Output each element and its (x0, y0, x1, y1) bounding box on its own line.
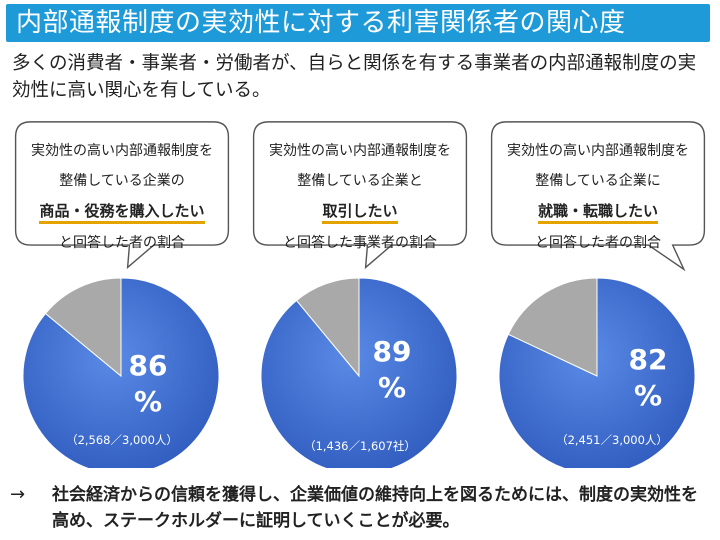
pie-chart (498, 277, 696, 468)
pie-slice-other (295, 277, 360, 378)
survey-card-consumers: 実効性の高い内部通報制度を 整備している企業の 商品・役務を購入したい と回答し… (6, 120, 238, 468)
percent-sign: % (377, 371, 407, 404)
bubble-line-4: と回答した者の割合 (59, 235, 185, 251)
speech-bubble (14, 121, 230, 270)
percent-number: 82 (628, 343, 668, 376)
percent-number: 89 (372, 335, 412, 368)
bubble-line-1: 実効性の高い内部通報制度を (31, 143, 213, 159)
highlight-text: 商品・役務を購入したい (39, 202, 205, 224)
bubble-line-2: 整備している企業に (535, 173, 661, 189)
arrow-icon: → (10, 484, 26, 505)
percent-value: 82 % (618, 342, 678, 414)
percent-number: 86 (128, 349, 168, 382)
respondent-count: （2,568／3,000人） (66, 433, 178, 447)
pie-chart (22, 277, 220, 468)
percent-sign: % (133, 385, 163, 418)
survey-card-workers: 実効性の高い内部通報制度を 整備している企業に 就職・転職したい と回答した者の… (482, 120, 714, 468)
pie-chart (260, 277, 458, 468)
bubble-line-1: 実効性の高い内部通報制度を (507, 143, 689, 159)
bubble-highlight: 取引したい (244, 200, 476, 224)
pie-slice-other (44, 277, 122, 378)
pie-slice-other (507, 277, 598, 377)
percent-sign: % (633, 379, 663, 412)
bubble-highlight: 商品・役務を購入したい (6, 200, 238, 224)
percent-value: 86 % (118, 348, 178, 420)
highlight-text: 取引したい (322, 202, 398, 224)
respondent-count: （1,436／1,607社） (304, 439, 416, 453)
conclusion-text: 社会経済からの信頼を獲得し、企業価値の維持向上を図るためには、制度の実効性を高め… (52, 485, 698, 531)
bubble-line-1: 実効性の高い内部通報制度を (269, 143, 451, 159)
speech-bubble (490, 121, 706, 272)
speech-bubble (252, 121, 468, 270)
page-title: 内部通報制度の実効性に対する利害関係者の関心度 (6, 4, 710, 42)
highlight-text: 就職・転職したい (537, 202, 658, 224)
bubble-highlight: 就職・転職したい (482, 200, 714, 224)
percent-value: 89 % (362, 334, 422, 406)
bubble-line-2: 整備している企業の (59, 173, 185, 189)
respondent-count: （2,451／3,000人） (556, 433, 668, 447)
bubble-line-2: 整備している企業と (297, 173, 423, 189)
bubble-line-4: と回答した者の割合 (535, 235, 661, 251)
bubble-line-4: と回答した事業者の割合 (283, 235, 437, 251)
survey-card-businesses: 実効性の高い内部通報制度を 整備している企業と 取引したい と回答した事業者の割… (244, 120, 476, 468)
lead-text: 多くの消費者・事業者・労働者が、自らと関係を有する事業者の内部通報制度の実効性に… (12, 53, 697, 101)
